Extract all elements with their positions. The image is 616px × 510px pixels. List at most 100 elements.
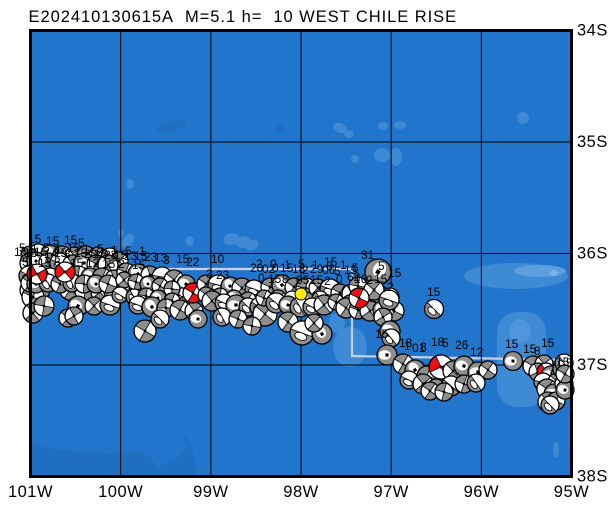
svg-text:2: 2 (387, 280, 394, 294)
svg-text:1: 1 (404, 339, 411, 353)
svg-text:31: 31 (361, 248, 375, 262)
svg-text:100W: 100W (98, 483, 143, 501)
svg-text:15: 15 (102, 257, 116, 271)
svg-text:15: 15 (344, 263, 358, 277)
svg-text:1: 1 (31, 242, 38, 256)
svg-text:101W: 101W (8, 483, 53, 501)
svg-text:20: 20 (250, 261, 264, 275)
svg-text:23: 23 (104, 248, 118, 262)
svg-text:37S: 37S (577, 356, 608, 374)
svg-text:15: 15 (70, 256, 84, 270)
svg-text:18: 18 (431, 335, 445, 349)
svg-text:15: 15 (67, 241, 81, 255)
svg-text:5: 5 (22, 255, 29, 269)
svg-text:15: 15 (280, 261, 294, 275)
svg-text:15: 15 (427, 285, 441, 299)
svg-text:5: 5 (566, 356, 573, 370)
svg-text:15: 15 (54, 246, 68, 260)
svg-text:18: 18 (292, 262, 306, 276)
svg-text:23: 23 (144, 250, 158, 264)
svg-text:5: 5 (352, 261, 359, 275)
svg-text:1: 1 (340, 258, 347, 272)
svg-text:10: 10 (211, 252, 225, 266)
svg-text:96W: 96W (464, 483, 499, 501)
svg-text:16: 16 (354, 272, 368, 286)
svg-text:8: 8 (54, 255, 61, 269)
svg-text:13: 13 (154, 251, 168, 265)
svg-text:98W: 98W (283, 483, 318, 501)
svg-text:13: 13 (124, 249, 138, 263)
svg-text:95W: 95W (554, 483, 589, 501)
svg-text:15: 15 (505, 337, 519, 351)
svg-text:1: 1 (139, 244, 146, 258)
svg-text:12: 12 (470, 345, 484, 359)
svg-text:15: 15 (374, 272, 388, 286)
svg-text:2: 2 (302, 263, 309, 277)
svg-text:20: 20 (84, 247, 98, 261)
svg-text:0: 0 (270, 257, 277, 271)
svg-text:15: 15 (556, 355, 570, 369)
svg-text:02: 02 (262, 262, 276, 276)
svg-text:2: 2 (256, 257, 263, 271)
svg-text:15: 15 (34, 245, 48, 259)
svg-text:36S: 36S (577, 245, 608, 263)
svg-text:99W: 99W (193, 483, 228, 501)
svg-text:8: 8 (326, 259, 333, 273)
svg-text:5: 5 (43, 241, 50, 255)
svg-text:1: 1 (284, 258, 291, 272)
svg-text:15: 15 (268, 272, 282, 286)
svg-text:97W: 97W (373, 483, 408, 501)
svg-text:0: 0 (258, 271, 265, 285)
svg-text:5: 5 (125, 244, 132, 258)
svg-text:01: 01 (412, 341, 426, 355)
svg-text:15: 15 (74, 246, 88, 260)
svg-text:62: 62 (347, 270, 361, 284)
svg-text:15: 15 (541, 336, 555, 350)
svg-text:18: 18 (399, 336, 413, 350)
svg-text:15: 15 (64, 233, 78, 247)
svg-text:8: 8 (534, 344, 541, 358)
svg-text:15: 15 (38, 256, 52, 270)
svg-text:15: 15 (134, 249, 148, 263)
svg-text:3: 3 (206, 267, 213, 281)
svg-text:2: 2 (324, 274, 331, 288)
svg-text:05: 05 (296, 273, 310, 287)
svg-text:15: 15 (14, 245, 28, 259)
svg-text:26: 26 (455, 338, 469, 352)
svg-text:06: 06 (322, 263, 336, 277)
svg-text:15: 15 (94, 247, 108, 261)
svg-text:15: 15 (114, 248, 128, 262)
svg-text:5: 5 (19, 241, 26, 255)
svg-text:1: 1 (55, 242, 62, 256)
svg-text:15: 15 (310, 273, 324, 287)
svg-text:1: 1 (83, 242, 90, 256)
svg-text:1: 1 (312, 258, 319, 272)
svg-text:5: 5 (78, 236, 85, 250)
svg-text:15: 15 (132, 258, 146, 272)
svg-text:5: 5 (442, 336, 449, 350)
svg-text:8: 8 (64, 247, 71, 261)
svg-text:12: 12 (86, 256, 100, 270)
svg-text:15: 15 (176, 252, 190, 266)
svg-text:1: 1 (111, 243, 118, 257)
svg-text:35S: 35S (577, 133, 608, 151)
svg-text:29: 29 (310, 262, 324, 276)
svg-text:E202410130615A M=5.1 h= 10 W: E202410130615A M=5.1 h= 10 WEST CHILE RI… (29, 8, 458, 26)
svg-text:0: 0 (272, 261, 279, 275)
svg-text:15: 15 (46, 234, 60, 248)
svg-text:8: 8 (420, 340, 427, 354)
svg-text:38S: 38S (577, 468, 608, 486)
svg-text:5: 5 (334, 264, 341, 278)
svg-text:14: 14 (44, 247, 58, 261)
svg-text:15: 15 (375, 327, 389, 341)
svg-text:8: 8 (282, 272, 289, 286)
svg-text:15: 15 (324, 255, 338, 269)
svg-text:15: 15 (523, 342, 537, 356)
svg-text:15: 15 (388, 266, 402, 280)
svg-text:5: 5 (97, 242, 104, 256)
svg-text:22: 22 (186, 255, 200, 269)
svg-text:5: 5 (298, 257, 305, 271)
svg-text:0: 0 (336, 272, 343, 286)
svg-text:23: 23 (216, 268, 230, 282)
svg-text:2: 2 (118, 257, 125, 271)
